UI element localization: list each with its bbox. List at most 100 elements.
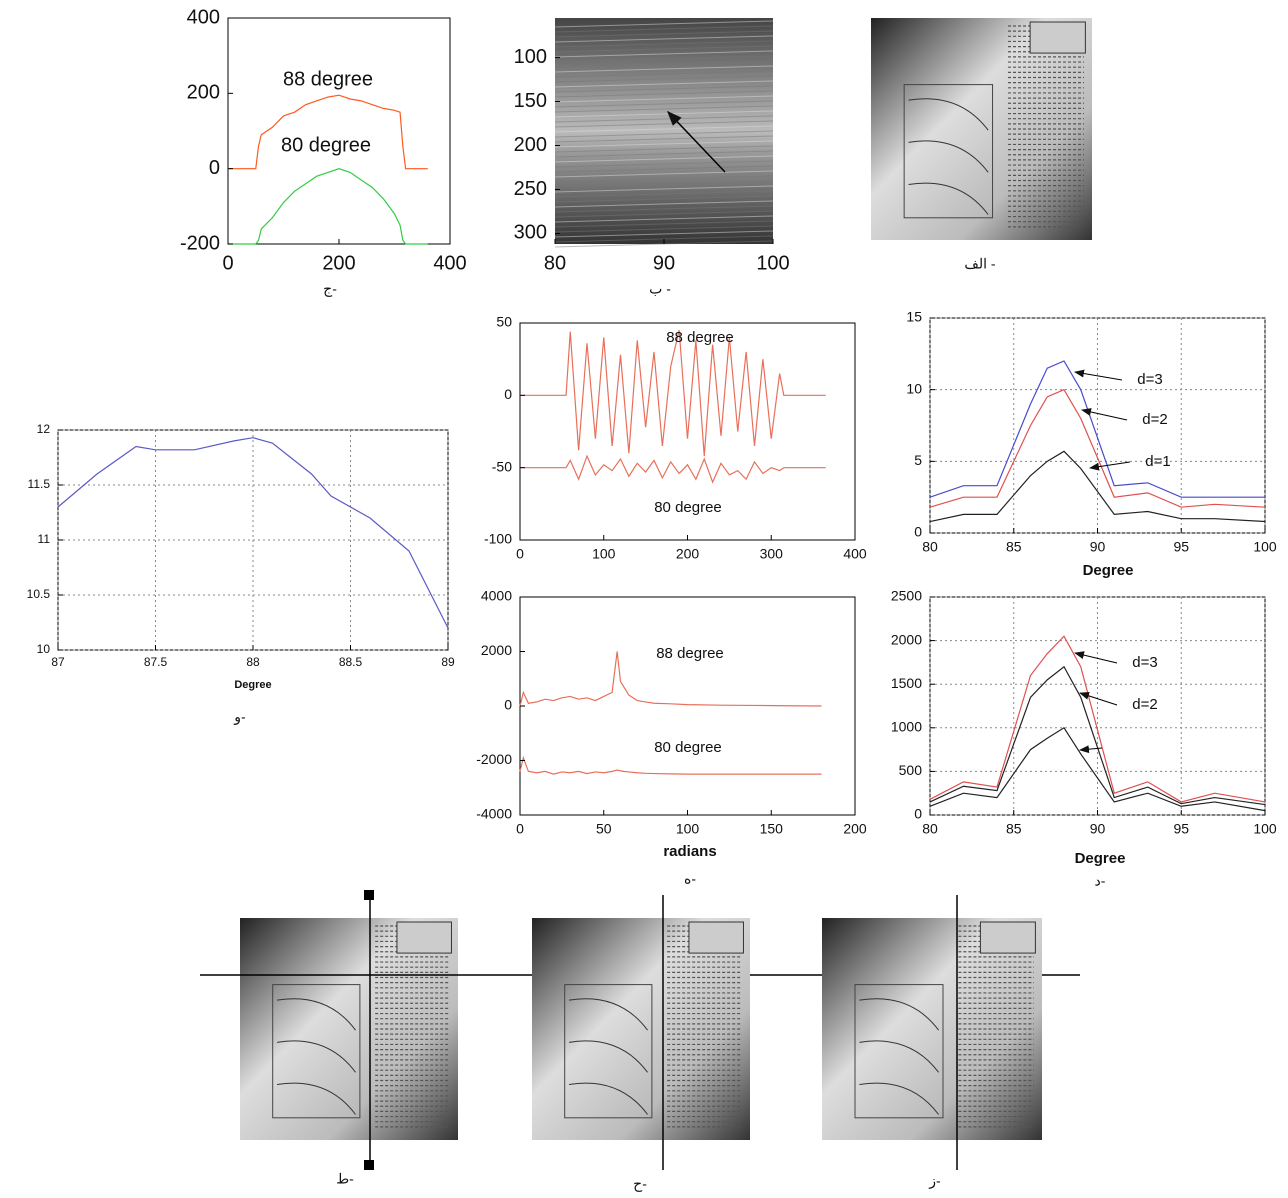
panel-caption: و- [233, 709, 246, 726]
series-line [929, 665, 1266, 806]
y-tick-label: 12 [37, 422, 51, 436]
y-tick-label: 1500 [891, 675, 922, 691]
figure-box [903, 84, 994, 219]
series-line [519, 755, 822, 775]
label-arrow [1089, 461, 1131, 471]
x-tick-label: 300 [760, 545, 784, 561]
y-tick-label: 10.5 [27, 587, 51, 601]
figure-box [564, 984, 653, 1119]
x-tick-label: 85 [1006, 820, 1022, 836]
series-label: 88 degree [656, 645, 724, 662]
label-arrow [1074, 369, 1123, 381]
stripe [554, 160, 774, 168]
y-tick-label: 200 [187, 82, 220, 104]
y-tick-label: -2000 [476, 751, 512, 767]
series-line [929, 450, 1266, 523]
stripe [554, 90, 774, 98]
stripe [554, 40, 774, 48]
stripe [554, 60, 774, 68]
stripe [554, 145, 774, 153]
x-tick-label: 87 [51, 655, 65, 669]
stripe [554, 200, 774, 208]
panel-caption: ز- [928, 1173, 941, 1190]
x-tick-label: 200 [676, 545, 700, 561]
x-tick-label: 95 [1173, 820, 1189, 836]
panel-caption: ب - [649, 281, 671, 297]
stripe [554, 170, 774, 178]
plot-frame [929, 317, 1266, 534]
y-tick-label: 0 [914, 806, 922, 822]
x-tick-label: 0 [222, 252, 233, 274]
x-tick-label: 85 [1006, 538, 1022, 554]
inset [688, 921, 744, 954]
y-tick-label: 500 [899, 762, 923, 778]
stripe [554, 165, 774, 173]
x-tick-label: 88.5 [339, 655, 363, 669]
figure-curve [908, 182, 989, 215]
series-line [520, 454, 826, 484]
y-tick-label: -100 [484, 531, 512, 547]
y-tick-label: 400 [187, 6, 220, 28]
y-tick-label: 300 [514, 222, 547, 244]
x-tick-label: 89 [441, 655, 455, 669]
y-tick-label: 4000 [481, 588, 512, 604]
y-tick-label: 1000 [891, 719, 922, 735]
figure-curve [276, 1082, 356, 1115]
series-line [929, 360, 1265, 498]
stripe [554, 70, 774, 78]
label-arrow [1079, 745, 1103, 754]
panel-caption: ج- [323, 281, 337, 298]
y-tick-label: 2000 [891, 631, 922, 647]
series-line [228, 168, 428, 245]
figure-box [854, 984, 944, 1119]
stripe [554, 195, 774, 203]
stripe [554, 190, 774, 198]
stripe [554, 230, 774, 238]
stripe [554, 185, 774, 193]
figure-box [272, 984, 361, 1119]
x-tick-label: 90 [653, 252, 675, 274]
figure-curve [908, 140, 989, 173]
series-label: 80 degree [654, 739, 722, 756]
panel-caption: ه- [684, 871, 696, 887]
stripe [554, 135, 774, 143]
y-tick-label: 0 [504, 697, 512, 713]
label-arrow [1079, 691, 1118, 706]
stripe [554, 115, 774, 123]
figure-curve [568, 1082, 648, 1115]
x-tick-label: 100 [1253, 538, 1277, 554]
x-tick-label: 400 [433, 252, 466, 274]
series-label: 80 degree [654, 499, 722, 516]
stripe [554, 205, 774, 213]
x-tick-label: 150 [760, 820, 784, 836]
y-tick-label: 5 [914, 452, 922, 468]
x-axis-label: radians [663, 843, 716, 860]
inset [979, 921, 1036, 954]
series-label: d=3 [1132, 654, 1157, 671]
x-tick-label: 0 [516, 820, 524, 836]
stripe [554, 225, 774, 233]
panel-caption: د- [1095, 873, 1106, 889]
stripe [554, 150, 774, 158]
x-tick-label: 90 [1090, 538, 1106, 554]
x-tick-label: 87.5 [144, 655, 168, 669]
stripe [554, 35, 774, 43]
figure-curve [276, 1040, 356, 1073]
x-tick-label: 200 [322, 252, 355, 274]
panel-caption: ح- [633, 1176, 647, 1193]
series-label: 88 degree [666, 329, 734, 346]
series-label: d=3 [1137, 371, 1162, 388]
series-line [228, 94, 428, 170]
figure-curve [859, 998, 939, 1031]
y-tick-label: 11.5 [28, 477, 51, 491]
label-arrow [1074, 651, 1118, 664]
y-tick-label: 10 [906, 380, 922, 396]
inset [1029, 21, 1086, 54]
series-line [57, 437, 449, 629]
series-label: 88 degree [283, 68, 373, 90]
x-axis-label: Degree [1083, 562, 1134, 579]
x-tick-label: 0 [516, 545, 524, 561]
y-tick-label: -200 [180, 232, 220, 254]
x-tick-label: 100 [756, 252, 789, 274]
series-line [519, 651, 822, 707]
